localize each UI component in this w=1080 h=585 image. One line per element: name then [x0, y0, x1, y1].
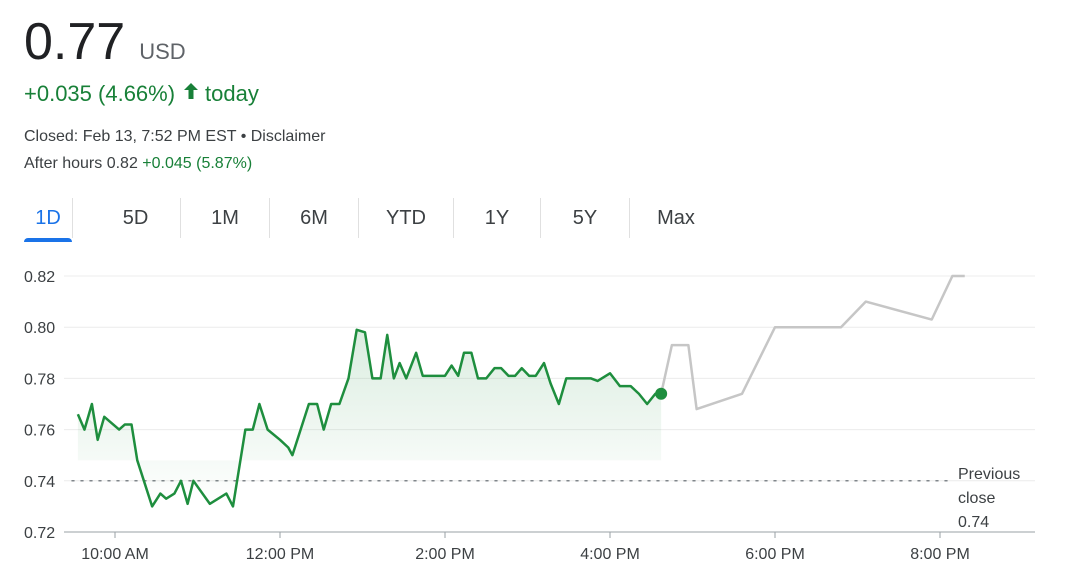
- tab-label: 5D: [122, 206, 149, 229]
- tab-1m[interactable]: 1M: [181, 198, 270, 238]
- after-hours-change: +0.045 (5.87%): [142, 155, 253, 172]
- price-change: +0.035 (4.66%) today: [24, 81, 259, 107]
- price-chart[interactable]: 0.72 0.74 0.76 0.78 0.80 0.82 10:00 AM 12:00 P…: [0, 250, 1080, 585]
- tab-label: 6M: [300, 206, 328, 229]
- x-tick-label: 6:00 PM: [745, 546, 805, 563]
- after-hours-info: After hours 0.82 +0.045 (5.87%): [24, 155, 252, 173]
- x-tick-label: 2:00 PM: [415, 546, 475, 563]
- tab-5d[interactable]: 5D: [91, 198, 181, 238]
- previous-close-label: 0.74: [958, 514, 989, 531]
- tab-label: 5Y: [572, 206, 598, 229]
- regular-session-area: [77, 329, 662, 507]
- closed-info: Closed: Feb 13, 7:52 PM EST • Disclaimer: [24, 128, 325, 146]
- y-tick-label: 0.74: [24, 474, 55, 491]
- tab-label: Max: [657, 206, 695, 229]
- previous-close-label: Previous: [958, 466, 1020, 483]
- tab-max[interactable]: Max: [630, 198, 722, 238]
- range-tabs: 1D 5D 1M 6M YTD 1Y 5Y Max: [24, 198, 722, 242]
- quote-header: 0.77 USD: [24, 12, 186, 72]
- series: [76, 274, 965, 508]
- x-tick-label: 10:00 AM: [81, 546, 149, 563]
- tab-label: 1Y: [484, 206, 510, 229]
- x-tick-label: 12:00 PM: [246, 546, 314, 563]
- tab-6m[interactable]: 6M: [270, 198, 359, 238]
- x-tick-label: 4:00 PM: [580, 546, 640, 563]
- x-axis-ticks: 10:00 AM 12:00 PM 2:00 PM 4:00 PM 6:00 PM 8:0…: [81, 532, 970, 563]
- x-tick-label: 8:00 PM: [910, 546, 970, 563]
- tab-label: 1M: [211, 206, 239, 229]
- y-tick-label: 0.82: [24, 269, 55, 286]
- previous-close-label: close: [958, 490, 995, 507]
- y-tick-label: 0.76: [24, 423, 55, 440]
- tab-label: YTD: [386, 206, 426, 229]
- y-tick-label: 0.72: [24, 525, 55, 542]
- tab-label: 1D: [35, 206, 61, 229]
- tab-5y[interactable]: 5Y: [541, 198, 630, 238]
- change-value: +0.035 (4.66%): [24, 81, 176, 106]
- y-axis-ticks: 0.72 0.74 0.76 0.78 0.80 0.82: [24, 269, 55, 542]
- closed-text: Closed: Feb 13, 7:52 PM EST • Disclaimer: [24, 128, 326, 145]
- y-tick-label: 0.80: [24, 320, 55, 337]
- tab-1y[interactable]: 1Y: [454, 198, 541, 238]
- y-tick-label: 0.78: [24, 371, 55, 388]
- after-hours-label: After hours 0.82: [24, 155, 138, 172]
- change-suffix: today: [205, 81, 259, 106]
- last-price-point: [655, 387, 668, 400]
- arrow-up-icon: [183, 82, 199, 106]
- tab-ytd[interactable]: YTD: [359, 198, 454, 238]
- currency-label: USD: [139, 39, 186, 64]
- tab-1d[interactable]: 1D: [24, 198, 73, 242]
- current-price: 0.77: [24, 13, 126, 71]
- regular-session-line: [76, 328, 662, 508]
- after-hours-line: [659, 274, 965, 411]
